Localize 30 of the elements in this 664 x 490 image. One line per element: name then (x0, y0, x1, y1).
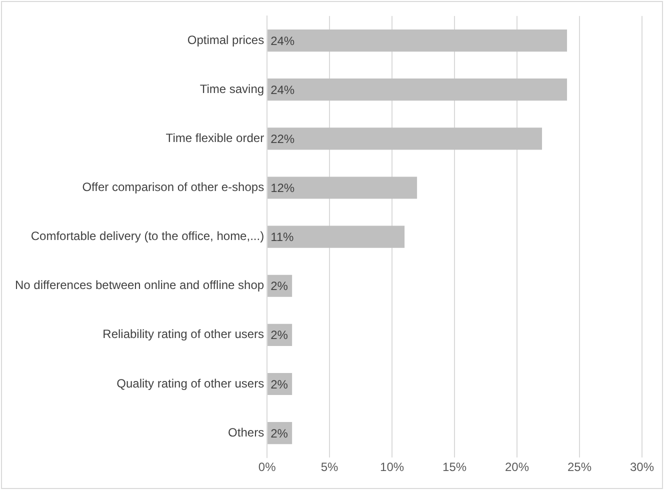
y-tick-label: Quality rating of other users (116, 376, 264, 390)
y-tick-label: Time flexible order (166, 130, 264, 145)
y-tick-label: Optimal prices (187, 32, 264, 47)
data-label: 11% (270, 230, 294, 244)
y-tick-label: Reliability rating of other users (102, 327, 264, 342)
x-tick-label: 30% (630, 460, 654, 474)
y-tick-label: No differences between online and offline shop (14, 278, 264, 292)
data-label: 2% (270, 426, 288, 440)
x-tick-label: 25% (567, 460, 592, 474)
x-tick-label: 20% (505, 460, 530, 474)
x-tick-label: 15% (442, 460, 467, 474)
x-tick-label: 10% (380, 460, 404, 474)
y-tick-label: Comfortable delivery (to the office, home,...) (30, 229, 264, 244)
bar (268, 29, 568, 52)
x-tick-label: 5% (320, 460, 339, 474)
bar (268, 176, 418, 199)
x-tick-label: 0% (258, 460, 276, 474)
y-tick-label: Others (228, 425, 264, 440)
data-label: 2% (270, 279, 288, 294)
data-label: 2% (270, 328, 288, 342)
data-label: 12% (270, 181, 295, 196)
bar (268, 226, 405, 248)
y-tick-label: Offer comparison of other e-shops (82, 180, 264, 194)
bar (268, 78, 568, 101)
bar (268, 128, 542, 150)
data-label: 24% (270, 82, 295, 97)
y-tick-label: Time saving (200, 82, 264, 96)
data-label: 2% (270, 377, 288, 392)
data-label: 22% (270, 132, 295, 146)
data-label: 24% (270, 34, 295, 48)
